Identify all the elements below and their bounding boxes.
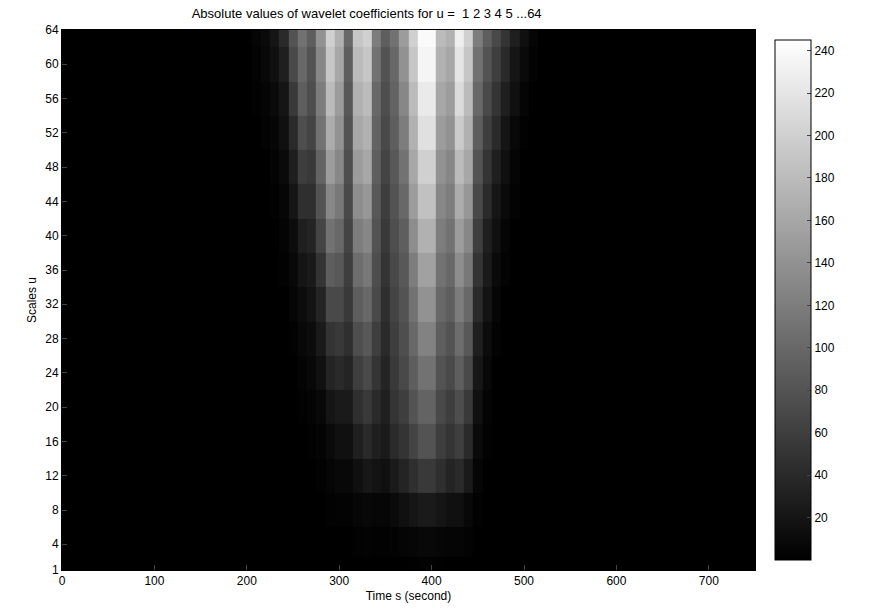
svg-text:8: 8 (52, 503, 59, 517)
svg-text:240: 240 (814, 44, 834, 58)
svg-text:1: 1 (52, 563, 59, 577)
svg-text:12: 12 (45, 469, 59, 483)
svg-text:60: 60 (814, 426, 828, 440)
svg-text:40: 40 (814, 468, 828, 482)
svg-text:120: 120 (814, 299, 834, 313)
svg-text:160: 160 (814, 214, 834, 228)
svg-text:220: 220 (814, 86, 834, 100)
svg-text:4: 4 (52, 537, 59, 551)
svg-text:100: 100 (814, 341, 834, 355)
svg-text:48: 48 (45, 160, 59, 174)
svg-text:32: 32 (45, 297, 59, 311)
svg-text:0: 0 (59, 574, 66, 588)
svg-text:400: 400 (422, 574, 442, 588)
svg-text:200: 200 (814, 129, 834, 143)
svg-text:28: 28 (45, 332, 59, 346)
svg-text:200: 200 (237, 574, 257, 588)
svg-text:20: 20 (45, 400, 59, 414)
svg-text:56: 56 (45, 92, 59, 106)
svg-text:100: 100 (144, 574, 164, 588)
svg-text:24: 24 (45, 366, 59, 380)
svg-text:80: 80 (814, 383, 828, 397)
svg-text:16: 16 (45, 435, 59, 449)
svg-text:700: 700 (699, 574, 719, 588)
svg-text:180: 180 (814, 171, 834, 185)
svg-text:44: 44 (45, 195, 59, 209)
svg-text:40: 40 (45, 229, 59, 243)
svg-text:Absolute values of wavelet coe: Absolute values of wavelet coefficients … (192, 6, 542, 21)
svg-text:300: 300 (329, 574, 349, 588)
svg-text:60: 60 (45, 57, 59, 71)
svg-text:64: 64 (45, 23, 59, 37)
svg-text:20: 20 (814, 511, 828, 525)
svg-text:500: 500 (514, 574, 534, 588)
svg-text:600: 600 (606, 574, 626, 588)
svg-text:36: 36 (45, 263, 59, 277)
svg-text:Time s (second): Time s (second) (366, 589, 452, 603)
svg-text:52: 52 (45, 126, 59, 140)
svg-text:Scales u: Scales u (25, 277, 39, 323)
svg-text:140: 140 (814, 256, 834, 270)
